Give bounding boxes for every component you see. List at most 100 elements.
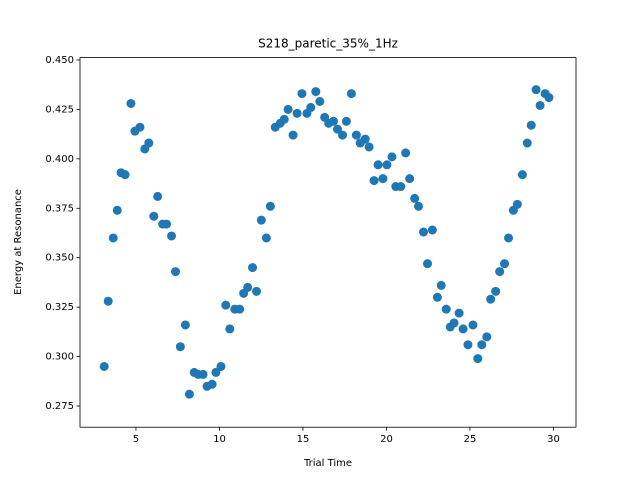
point xyxy=(135,122,145,132)
point xyxy=(108,233,118,243)
point xyxy=(401,148,411,158)
point xyxy=(360,134,370,144)
point xyxy=(449,318,459,328)
point xyxy=(500,259,510,269)
point xyxy=(144,138,154,148)
y-tick-label: 0.275 xyxy=(45,401,74,412)
point xyxy=(265,201,275,211)
point xyxy=(512,199,522,209)
point xyxy=(535,100,545,110)
point xyxy=(297,89,307,99)
point xyxy=(184,389,194,399)
point xyxy=(338,130,348,140)
point xyxy=(221,300,231,310)
point xyxy=(120,170,130,180)
point xyxy=(396,182,406,192)
point xyxy=(283,104,293,114)
x-tick-label: 20 xyxy=(380,434,393,445)
point xyxy=(235,304,245,314)
point xyxy=(526,120,536,130)
point xyxy=(207,379,217,389)
point xyxy=(436,280,446,290)
point xyxy=(167,231,177,241)
y-tick-label: 0.375 xyxy=(45,203,74,214)
point xyxy=(311,87,321,97)
point xyxy=(243,282,253,292)
point xyxy=(544,93,554,103)
point xyxy=(248,263,258,273)
point xyxy=(517,170,527,180)
point xyxy=(441,304,451,314)
point xyxy=(482,332,492,342)
point xyxy=(477,340,487,350)
x-tick-label: 5 xyxy=(133,434,139,445)
x-tick-label: 30 xyxy=(547,434,560,445)
point xyxy=(225,324,235,334)
point xyxy=(256,215,266,225)
point xyxy=(346,89,356,99)
point xyxy=(387,152,397,162)
point xyxy=(491,286,501,296)
point xyxy=(112,205,122,215)
point xyxy=(341,116,351,126)
point xyxy=(288,130,298,140)
point xyxy=(414,201,424,211)
x-tick-label: 10 xyxy=(213,434,226,445)
y-tick-label: 0.425 xyxy=(45,104,74,115)
point xyxy=(432,292,442,302)
point xyxy=(373,160,383,170)
point xyxy=(329,116,339,126)
y-tick-label: 0.450 xyxy=(45,55,74,66)
point xyxy=(261,233,271,243)
point xyxy=(473,354,483,364)
point xyxy=(495,267,505,277)
point xyxy=(333,124,343,134)
point xyxy=(486,294,496,304)
point xyxy=(454,308,464,318)
point xyxy=(279,114,289,124)
x-axis-label: Trial Time xyxy=(303,458,352,469)
chart-title: S218_paretic_35%_1Hz xyxy=(258,37,398,51)
point xyxy=(410,193,420,203)
point xyxy=(419,227,429,237)
point xyxy=(175,342,185,352)
point xyxy=(369,176,379,186)
point xyxy=(522,138,532,148)
point xyxy=(180,320,190,330)
point xyxy=(351,130,361,140)
y-tick-label: 0.300 xyxy=(45,352,74,363)
point xyxy=(103,296,113,306)
point xyxy=(99,361,109,371)
point xyxy=(382,160,392,170)
y-tick-label: 0.400 xyxy=(45,154,74,165)
point xyxy=(149,211,159,221)
point xyxy=(252,286,262,296)
point xyxy=(504,233,514,243)
point xyxy=(315,97,325,107)
point xyxy=(211,367,221,377)
point xyxy=(405,174,415,184)
point xyxy=(468,320,478,330)
point xyxy=(171,267,181,277)
point xyxy=(153,191,163,201)
y-axis-label: Energy at Resonance xyxy=(13,189,24,295)
plot-frame xyxy=(79,57,577,428)
point xyxy=(198,369,208,379)
point xyxy=(531,85,541,95)
x-tick-label: 25 xyxy=(464,434,477,445)
point xyxy=(364,142,374,152)
point xyxy=(378,174,388,184)
point xyxy=(306,102,316,112)
x-tick-label: 15 xyxy=(297,434,310,445)
point xyxy=(292,108,302,118)
point xyxy=(162,219,172,229)
point xyxy=(216,361,226,371)
point xyxy=(126,98,136,108)
y-tick-label: 0.325 xyxy=(45,302,74,313)
point xyxy=(463,340,473,350)
y-tick-label: 0.350 xyxy=(45,253,74,264)
point xyxy=(427,225,437,235)
point xyxy=(458,324,468,334)
